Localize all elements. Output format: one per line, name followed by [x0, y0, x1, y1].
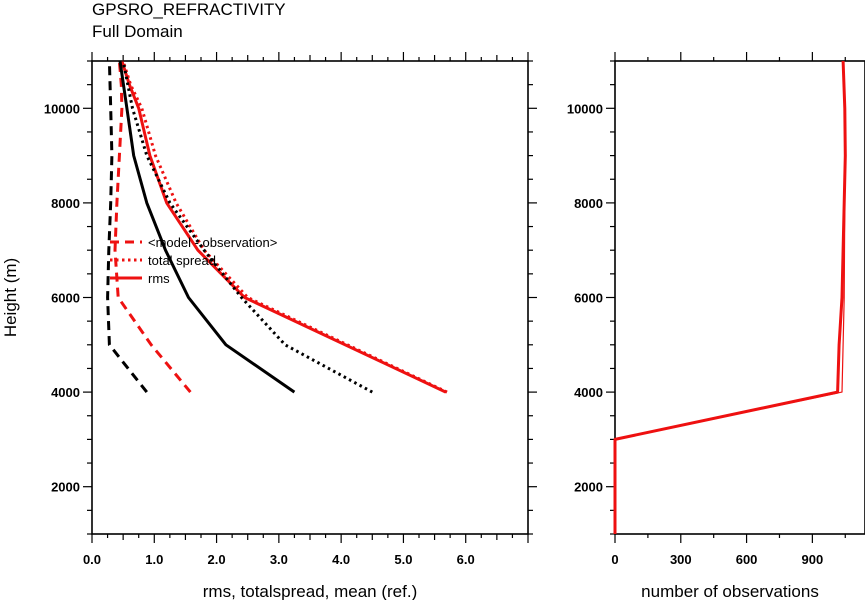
series-line-0-3 [106, 60, 148, 394]
y-tick-label: 6000 [574, 291, 603, 306]
x-tick-label: 300 [670, 552, 692, 567]
series-line-0-0 [113, 60, 192, 394]
legend-entry: <model - observation> [148, 235, 277, 250]
x-tick-label: 900 [802, 552, 824, 567]
series-line-0-4 [121, 60, 374, 394]
series-line-0-5 [118, 60, 296, 394]
y-axis-title: Height (m) [1, 258, 20, 337]
x-tick-label: 6.0 [457, 552, 475, 567]
y-tick-label: 10000 [44, 101, 80, 116]
x-tick-label: 0.0 [83, 552, 101, 567]
series-line-0-2 [120, 60, 447, 394]
y-tick-label: 8000 [574, 196, 603, 211]
x-tick-label: 2.0 [208, 552, 226, 567]
y-tick-label: 10000 [567, 101, 603, 116]
x-axis-title: number of observations [641, 582, 819, 600]
chart-title: GPSRO_REFRACTIVITY [92, 0, 286, 19]
x-tick-label: 1.0 [145, 552, 163, 567]
y-tick-label: 6000 [51, 291, 80, 306]
legend-entry: total spread [148, 253, 216, 268]
series-line-1-1 [614, 60, 846, 534]
x-tick-label: 3.0 [270, 552, 288, 567]
x-tick-label: 600 [736, 552, 758, 567]
legend-entry: rms [148, 271, 170, 286]
y-tick-label: 4000 [51, 385, 80, 400]
y-tick-label: 8000 [51, 196, 80, 211]
series-line-0-1 [121, 60, 448, 394]
x-axis-title: rms, totalspread, mean (ref.) [203, 582, 417, 600]
profile-panel: 2000 4000 6000 8000 10000 0.0 1.0 2.0 3.0 4.0 5.0 6… [1, 52, 537, 600]
y-tick-label: 4000 [574, 385, 603, 400]
x-tick-label: 4.0 [332, 552, 350, 567]
y-tick-label: 2000 [574, 480, 603, 495]
series-line-1-0 [613, 60, 847, 534]
chart-subtitle: Full Domain [92, 22, 183, 41]
x-tick-label: 5.0 [394, 552, 412, 567]
observation-count-panel: 2000 4000 6000 8000 10000 0 300 600 900 number of… [567, 52, 865, 600]
plot-frame [614, 60, 865, 535]
x-tick-label: 0 [611, 552, 618, 567]
plot-frame [91, 60, 529, 535]
y-tick-label: 2000 [51, 480, 80, 495]
